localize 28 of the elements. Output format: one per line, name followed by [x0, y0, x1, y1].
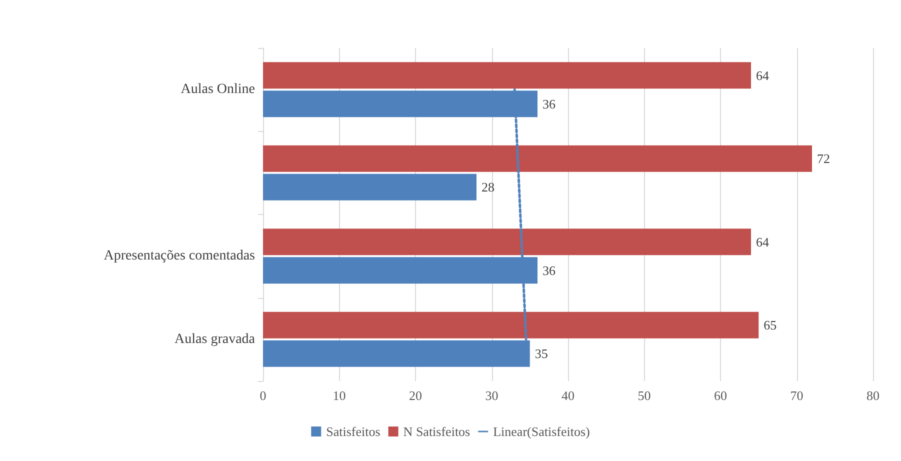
- data-label: 36: [542, 262, 556, 278]
- bar: [263, 145, 812, 172]
- y-tick-label: Aulas gravada: [174, 332, 256, 347]
- y-tick-label: Apresentações comentadas: [104, 248, 255, 264]
- x-tick-label: 80: [866, 388, 880, 403]
- data-label: 64: [756, 68, 770, 83]
- data-label: 72: [817, 151, 830, 166]
- data-label: 28: [482, 180, 494, 195]
- bar: [263, 312, 759, 338]
- bar: [263, 174, 476, 200]
- x-tick-label: 30: [485, 388, 498, 403]
- bar: [263, 228, 751, 256]
- bar: [263, 62, 751, 89]
- x-tick-label: 20: [409, 388, 422, 403]
- data-label: 35: [534, 346, 548, 362]
- data-label: 65: [764, 318, 777, 333]
- x-tick-label: 70: [790, 388, 804, 403]
- legend-label: Linear(Satisfeitos): [493, 424, 590, 439]
- x-tick-label: 40: [562, 388, 574, 403]
- data-label: 36: [542, 96, 556, 112]
- x-tick-label: 10: [332, 388, 346, 403]
- x-tick-label: 0: [260, 388, 266, 403]
- x-tick-label: 50: [638, 388, 651, 403]
- x-tick-label: 60: [714, 388, 727, 403]
- legend-label: Satisfeitos: [326, 424, 380, 439]
- data-label: 64: [756, 234, 770, 250]
- y-tick-label: Aulas Online: [180, 82, 255, 98]
- legend-label: N Satisfeitos: [403, 424, 470, 439]
